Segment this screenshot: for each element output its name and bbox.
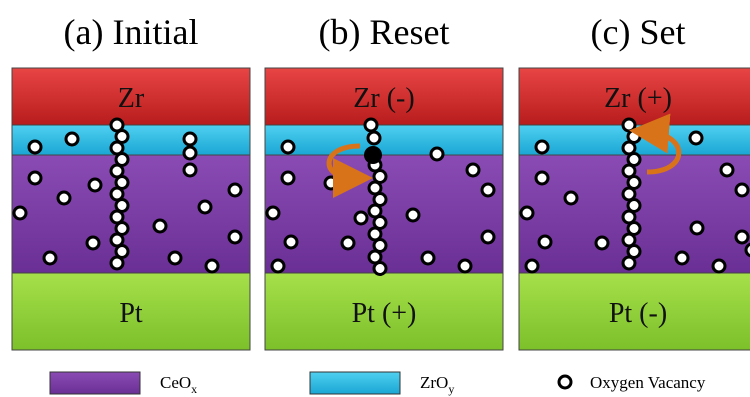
oxygen-vacancy [285, 236, 297, 248]
legend-zroy: ZrOy [420, 373, 454, 396]
oxygen-vacancy [736, 184, 748, 196]
oxygen-vacancy [431, 148, 443, 160]
oxygen-vacancy [58, 192, 70, 204]
oxygen-vacancy [199, 201, 211, 213]
oxygen-vacancy [355, 212, 367, 224]
oxygen-vacancy [44, 252, 56, 264]
oxygen-vacancy [536, 172, 548, 184]
oxygen-vacancy [482, 231, 494, 243]
oxygen-vacancy [342, 237, 354, 249]
filament-vacancy [365, 119, 377, 131]
oxygen-vacancy [422, 252, 434, 264]
legend-vacancy: Oxygen Vacancy [590, 373, 706, 392]
vacancy-swatch [559, 376, 571, 388]
bottom-electrode-label: Pt (+) [352, 298, 417, 329]
bottom-electrode-label: Pt [119, 298, 143, 329]
oxygen-vacancy [87, 237, 99, 249]
diagram: CeOx ZrOy Oxygen Vacancy (a) Initial Zr Pt… [0, 0, 750, 397]
oxygen-vacancy [691, 222, 703, 234]
oxygen-vacancy [229, 231, 241, 243]
ceox-swatch [50, 372, 140, 394]
filament-vacancy [623, 257, 635, 269]
panel-title: (b) Reset [319, 12, 450, 52]
oxygen-vacancy [539, 236, 551, 248]
oxygen-vacancy [676, 252, 688, 264]
oxygen-vacancy [565, 192, 577, 204]
oxygen-vacancy [467, 164, 479, 176]
zroy-layer [12, 125, 250, 155]
panel: (b) Reset Zr (-) Pt (+) [265, 12, 503, 350]
oxygen-vacancy [184, 133, 196, 145]
panel-title: (c) Set [591, 12, 686, 52]
oxygen-vacancy [229, 184, 241, 196]
oxygen-vacancy [282, 172, 294, 184]
top-electrode-label: Zr (-) [353, 83, 414, 114]
panel-title: (a) Initial [64, 12, 199, 52]
top-electrode-label: Zr [118, 83, 145, 114]
oxygen-vacancy [282, 141, 294, 153]
oxygen-vacancy [29, 141, 41, 153]
legend-ceox: CeOx [160, 373, 197, 396]
oxygen-vacancy [272, 260, 284, 272]
oxygen-vacancy [721, 164, 733, 176]
filament-vacancy [111, 257, 123, 269]
oxygen-vacancy [89, 179, 101, 191]
oxygen-vacancy [184, 147, 196, 159]
oxygen-vacancy [184, 164, 196, 176]
legend: CeOx ZrOy Oxygen Vacancy [50, 372, 706, 396]
top-electrode-label: Zr (+) [604, 83, 672, 114]
oxygen-vacancy [29, 172, 41, 184]
zroy-layer [265, 125, 503, 155]
oxygen-vacancy [14, 207, 26, 219]
oxygen-vacancy [596, 237, 608, 249]
oxygen-vacancy [407, 209, 419, 221]
filament-vacancy [368, 132, 380, 144]
oxygen-vacancy [736, 231, 748, 243]
oxygen-vacancy [482, 184, 494, 196]
oxygen-vacancy [746, 244, 750, 256]
oxygen-vacancy [267, 207, 279, 219]
oxygen-vacancy [66, 133, 78, 145]
panel: (a) Initial Zr Pt [12, 12, 250, 350]
oxygen-vacancy [169, 252, 181, 264]
oxygen-vacancy [459, 260, 471, 272]
zroy-swatch [310, 372, 400, 394]
ionized-vacancy [364, 146, 382, 164]
oxygen-vacancy [154, 220, 166, 232]
filament-vacancy [374, 263, 386, 275]
oxygen-vacancy [713, 260, 725, 272]
oxygen-vacancy [526, 260, 538, 272]
bottom-electrode-label: Pt (-) [609, 298, 667, 329]
oxygen-vacancy [690, 132, 702, 144]
oxygen-vacancy [325, 177, 337, 189]
panel: (c) Set Zr (+) Pt (-) [519, 12, 750, 350]
oxygen-vacancy [206, 260, 218, 272]
oxygen-vacancy [521, 207, 533, 219]
oxygen-vacancy [536, 141, 548, 153]
